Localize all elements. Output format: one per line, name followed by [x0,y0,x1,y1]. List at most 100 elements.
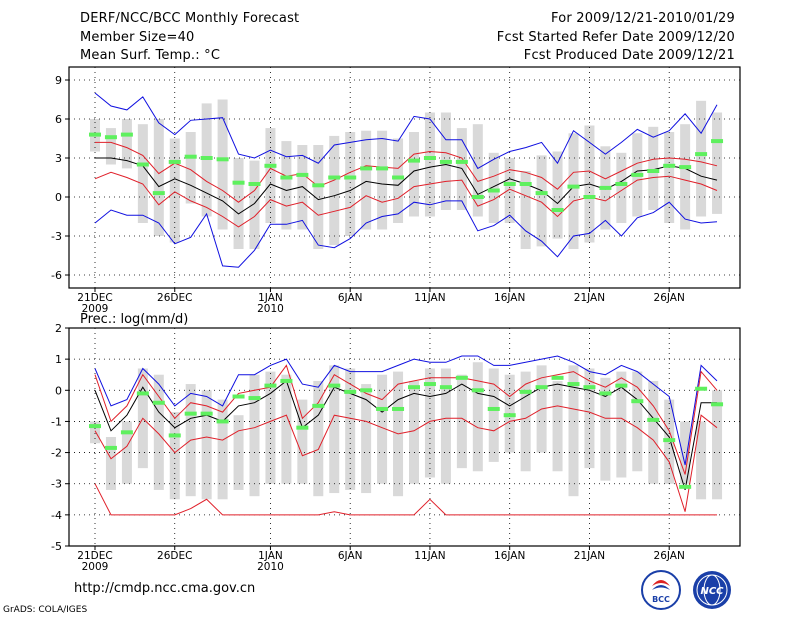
min-line [94,200,718,268]
ensemble-box [440,368,451,484]
median-marker [615,383,628,388]
x-tick-year-label: 2010 [257,303,284,315]
median-marker [120,132,133,137]
median-marker [376,166,389,171]
median-marker [487,188,500,193]
median-marker [392,406,405,411]
median-marker [647,417,660,422]
x-tick-label: 21DEC [77,550,112,562]
ensemble-box [393,138,404,223]
ensemble-box [265,371,276,484]
median-marker [264,163,277,168]
ensemble-box [472,362,483,472]
variable-label: Mean Surf. Temp.: °C [80,48,221,63]
ensemble-box [345,368,356,490]
y-tick-label: -6 [51,269,62,282]
median-marker [471,388,484,393]
x-tick-label: 1JAN [258,292,283,304]
ensemble-box [552,380,563,472]
ensemble-box [281,374,292,484]
upper-spread-line [95,141,718,203]
ensemble-box [616,152,627,223]
median-marker [471,195,484,199]
upper-spread-line [94,364,718,475]
ensemble-box [409,132,419,217]
median-marker [711,402,724,407]
ensemble-box [313,145,324,249]
ensemble-box [377,374,388,484]
ensemble-box [361,384,372,494]
ensemble-box [329,135,340,246]
x-tick-label: 6JAN [338,550,363,562]
median-marker [615,182,628,186]
median-marker [184,154,197,159]
ensemble-box [568,133,579,249]
ensemble-box [600,377,611,481]
y-tick-label: -2 [51,447,62,460]
ensemble-box [680,421,691,484]
ensemble-mean-line [94,380,717,491]
median-marker [408,158,420,163]
ensemble-box [201,390,212,500]
forecast-period: For 2009/12/21-2010/01/29 [551,11,735,26]
y-tick-label: 0 [55,384,62,397]
median-marker [104,445,117,450]
ensemble-box [345,132,356,236]
ensemble-box [281,141,292,230]
y-tick-label: 0 [55,191,62,204]
median-marker [328,383,341,388]
y-tick-label: 9 [55,74,62,87]
ensemble-box [424,112,435,217]
y-tick-label: -4 [51,509,62,522]
median-marker [89,424,101,429]
median-marker [248,396,261,401]
y-tick-label: 2 [55,322,62,335]
source-url[interactable]: http://cmdp.ncc.cma.gov.cn [74,581,256,596]
ensemble-box [648,126,659,210]
median-marker [599,185,612,190]
ensemble-box [233,415,244,490]
ensemble-box [488,368,499,462]
precipitation-title: Prec.: log(mm/d) [80,312,188,327]
ensemble-box [472,124,483,217]
median-marker [216,419,229,424]
median-marker [679,484,692,489]
x-tick-label: 26DEC [157,292,192,304]
x-tick-label: 6JAN [338,292,363,304]
ensemble-box [616,371,627,478]
x-tick-label: 21DEC [77,292,112,304]
chart-title: DERF/NCC/BCC Monthly Forecast [80,11,300,26]
median-marker [663,438,676,443]
median-marker [455,159,468,164]
ensemble-box [648,380,659,484]
median-marker [104,135,117,140]
ensemble-box [249,160,260,249]
median-marker [376,406,389,411]
median-marker [216,157,229,162]
x-tick-label: 26JAN [654,292,685,304]
x-tick-label: 21JAN [574,550,605,562]
ensemble-box [313,380,324,497]
median-marker [248,182,261,186]
median-marker [503,182,516,186]
x-tick-label: 11JAN [414,550,445,562]
median-marker [312,403,325,408]
median-marker [392,175,405,180]
median-marker [408,385,420,390]
median-marker [136,391,149,396]
median-marker [280,378,293,383]
median-marker [296,425,309,430]
median-marker [503,413,516,418]
median-marker [519,389,532,394]
median-marker [168,159,181,164]
median-marker [487,406,500,411]
median-marker [152,400,165,405]
median-marker [136,162,149,167]
median-marker [328,175,341,180]
median-marker [264,383,277,388]
ensemble-box [520,371,531,472]
median-marker [583,385,596,390]
median-marker [344,389,357,394]
